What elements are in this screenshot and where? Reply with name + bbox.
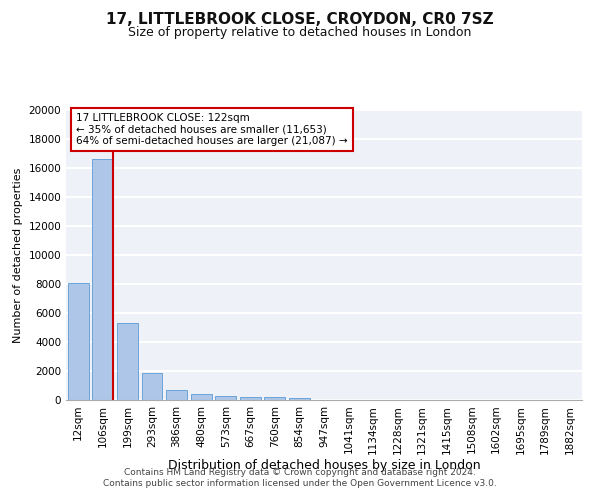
Bar bbox=[240, 396, 261, 400]
X-axis label: Distribution of detached houses by size in London: Distribution of detached houses by size … bbox=[167, 459, 481, 472]
Text: Contains HM Land Registry data © Crown copyright and database right 2024.
Contai: Contains HM Land Registry data © Crown c… bbox=[103, 468, 497, 487]
Text: 17, LITTLEBROOK CLOSE, CROYDON, CR0 7SZ: 17, LITTLEBROOK CLOSE, CROYDON, CR0 7SZ bbox=[106, 12, 494, 28]
Bar bbox=[191, 394, 212, 400]
Bar bbox=[92, 160, 113, 400]
Bar bbox=[289, 398, 310, 400]
Text: 17 LITTLEBROOK CLOSE: 122sqm
← 35% of detached houses are smaller (11,653)
64% o: 17 LITTLEBROOK CLOSE: 122sqm ← 35% of de… bbox=[76, 113, 348, 146]
Bar bbox=[117, 323, 138, 400]
Y-axis label: Number of detached properties: Number of detached properties bbox=[13, 168, 23, 342]
Bar bbox=[265, 397, 286, 400]
Bar bbox=[215, 396, 236, 400]
Bar bbox=[142, 373, 163, 400]
Bar bbox=[68, 282, 89, 400]
Text: Size of property relative to detached houses in London: Size of property relative to detached ho… bbox=[128, 26, 472, 39]
Bar bbox=[166, 390, 187, 400]
